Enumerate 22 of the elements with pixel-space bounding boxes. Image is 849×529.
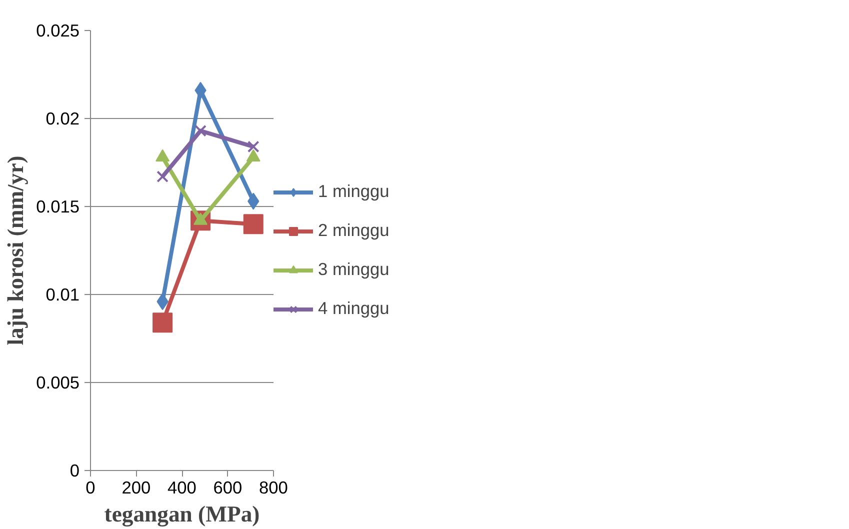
point: [243, 214, 264, 234]
legend-label: 1 minggu: [318, 181, 390, 202]
y-tick-label: 0.015: [36, 196, 80, 216]
legend-label: 4 minggu: [318, 298, 390, 319]
x-tick-label: 0: [86, 478, 96, 498]
y-tick-label: 0: [70, 460, 80, 480]
y-tick-label: 0.025: [36, 20, 80, 40]
x-axis-title: tegangan (MPa): [104, 502, 260, 526]
y-tick-label: 0.02: [46, 108, 80, 128]
x-tick-label: 200: [122, 478, 151, 498]
point: [194, 124, 206, 137]
point: [156, 170, 169, 183]
point: [152, 312, 173, 333]
y-tick-label: 0.005: [36, 372, 80, 392]
x-tick-label: 600: [213, 478, 242, 498]
y-axis-title: laju korosi (mm/yr): [3, 156, 28, 346]
x-tick-label: 400: [168, 478, 196, 498]
legend-label: 3 minggu: [318, 259, 390, 280]
legend-label: 2 minggu: [318, 220, 390, 241]
y-tick-label: 0.01: [46, 284, 80, 304]
x-tick-label: 800: [259, 478, 288, 498]
point: [247, 140, 260, 153]
